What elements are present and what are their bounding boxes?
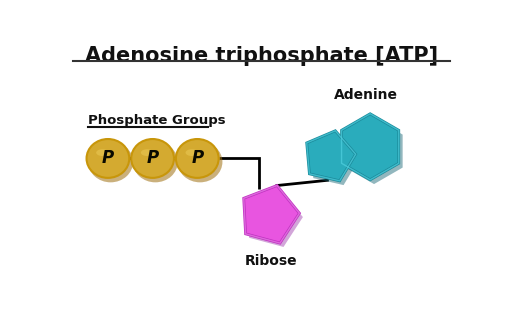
Text: Adenosine triphosphate [ATP]: Adenosine triphosphate [ATP]: [84, 46, 437, 66]
Ellipse shape: [131, 139, 174, 178]
Ellipse shape: [133, 142, 178, 182]
Ellipse shape: [176, 139, 218, 178]
Ellipse shape: [177, 142, 222, 182]
Text: Adenine: Adenine: [333, 88, 398, 102]
Text: Ribose: Ribose: [244, 254, 297, 268]
Polygon shape: [306, 131, 355, 181]
Polygon shape: [247, 189, 302, 247]
Ellipse shape: [140, 149, 153, 156]
Ellipse shape: [96, 149, 109, 156]
Text: P: P: [102, 150, 114, 167]
Text: Phosphate Groups: Phosphate Groups: [89, 114, 225, 127]
Ellipse shape: [88, 142, 133, 182]
Polygon shape: [345, 118, 402, 184]
Text: P: P: [191, 150, 203, 167]
Polygon shape: [341, 114, 398, 180]
Text: P: P: [146, 150, 158, 167]
Polygon shape: [243, 185, 299, 243]
Polygon shape: [310, 135, 359, 185]
Ellipse shape: [87, 139, 129, 178]
Ellipse shape: [185, 149, 198, 156]
